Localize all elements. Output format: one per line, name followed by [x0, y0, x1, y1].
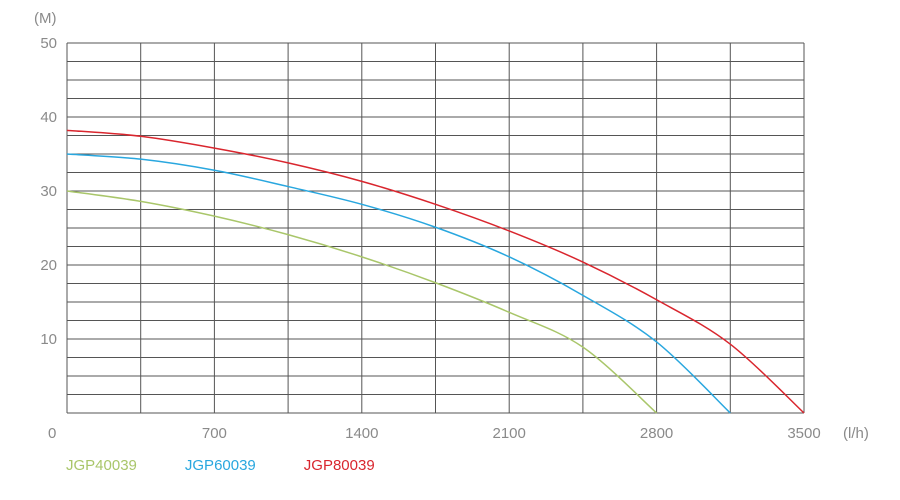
y-tick-label: 20	[40, 257, 57, 274]
legend-item-jgp60039: JGP60039	[184, 457, 256, 474]
x-tick-label: 2800	[640, 425, 673, 442]
y-tick-label: 50	[40, 35, 57, 52]
series-line-jgp60039	[66, 153, 731, 414]
x-axis-ticks: 0 700 1400 2100 2800 3500	[48, 425, 821, 442]
x-tick-label: 700	[202, 425, 227, 442]
legend-item-jgp40039: JGP40039	[66, 457, 137, 474]
series-line-jgp80039	[66, 129, 805, 414]
x-tick-label: 1400	[345, 425, 378, 442]
y-tick-label: 40	[40, 109, 57, 126]
x-axis-unit: (l/h)	[843, 425, 869, 442]
y-axis-ticks: 10 20 30 40 50	[40, 35, 57, 348]
y-tick-label: 10	[40, 331, 57, 348]
y-tick-label: 30	[40, 183, 57, 200]
x-tick-label: 0	[48, 425, 56, 442]
legend-item-jgp80039: JGP80039	[303, 457, 375, 474]
x-tick-label: 2100	[493, 425, 526, 442]
series-line-jgp40039	[66, 190, 658, 414]
y-axis-unit: (M)	[34, 10, 57, 27]
chart-legend: JGP40039 JGP60039 JGP80039	[66, 457, 375, 474]
chart-series	[66, 129, 805, 414]
x-tick-label: 3500	[787, 425, 820, 442]
